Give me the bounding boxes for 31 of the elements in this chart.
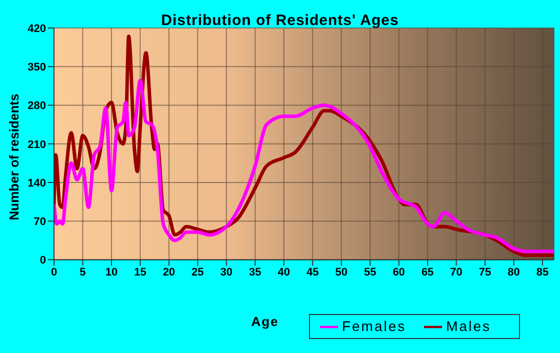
- x-tick-label: 70: [450, 266, 462, 279]
- x-tick-label: 35: [249, 266, 262, 279]
- y-tick-label: 0: [40, 254, 46, 267]
- x-tick-label: 10: [105, 266, 118, 279]
- y-tick-label: 140: [28, 177, 46, 190]
- x-tick-label: 40: [278, 266, 290, 279]
- x-tick-label: 5: [80, 266, 86, 279]
- x-tick-label: 30: [220, 266, 233, 279]
- y-tick-label: 210: [28, 138, 46, 151]
- x-tick-label: 45: [306, 266, 319, 279]
- y-tick-label: 70: [34, 216, 46, 228]
- x-tick-label: 60: [392, 266, 405, 279]
- x-tick-label: 15: [134, 266, 146, 279]
- x-tick-label: 20: [162, 266, 176, 279]
- y-tick-label: 350: [28, 62, 46, 74]
- x-tick-label: 85: [536, 266, 549, 279]
- y-tick-label: 280: [28, 100, 46, 112]
- chart-title: Distribution of Residents' Ages: [161, 12, 399, 29]
- legend-label: Females: [342, 318, 406, 334]
- y-axis-title: Number of residents: [6, 94, 22, 220]
- x-axis-title: Age: [250, 314, 280, 329]
- x-tick-label: 25: [192, 266, 204, 279]
- line-series: [54, 78, 554, 254]
- x-tick-label: 0: [50, 266, 58, 279]
- x-tick-label: 50: [335, 266, 348, 279]
- legend-label: Males: [446, 318, 491, 334]
- x-tick-label: 80: [508, 266, 520, 279]
- x-tick-label: 55: [364, 266, 376, 279]
- y-tick-label: 420: [28, 22, 46, 35]
- x-tick-label: 75: [478, 266, 492, 279]
- x-tick-label: 65: [421, 266, 434, 279]
